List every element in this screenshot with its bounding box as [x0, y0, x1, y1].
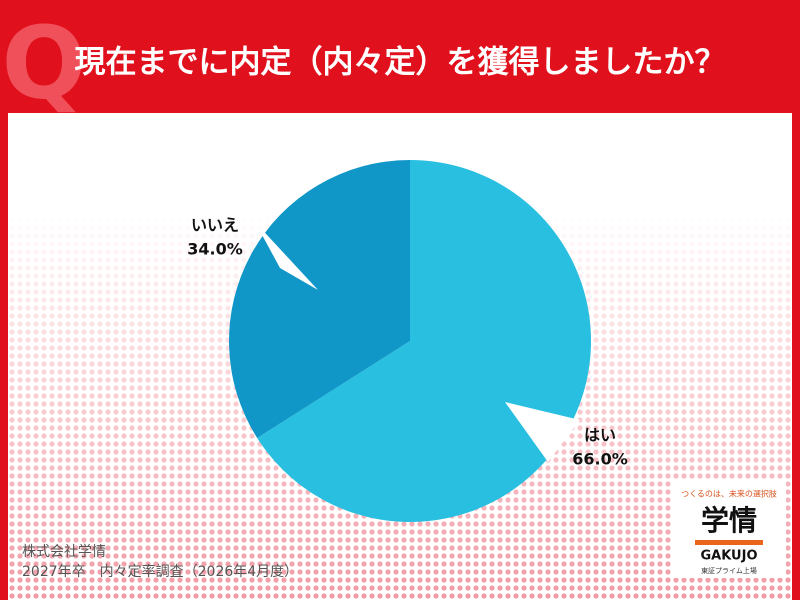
logo-tagline: つくるのは、未来の選択肢 [681, 489, 777, 499]
chart-title: 現在までに内定（内々定）を獲得しましたか？ [75, 45, 726, 81]
logo-name: 学情 [701, 504, 757, 537]
slice-label: はい [584, 426, 616, 445]
pie-slice [257, 160, 591, 522]
logo: つくるのは、未来の選択肢 学情 GAKUJO 東証プライム上場 [672, 480, 786, 578]
callout [255, 222, 318, 290]
logo-box [672, 480, 786, 578]
slice-label: いいえ [191, 216, 239, 235]
value-label: 66.0% [572, 450, 628, 469]
logo-bar [695, 540, 763, 545]
pie-slice [228, 160, 410, 438]
footer-text: 株式会社学情 [22, 544, 106, 560]
badge: Q [1, 4, 86, 121]
logo-roman: GAKUJO [700, 549, 757, 564]
footer-text: 2027年卒 内々定率調査（2026年4月度） [22, 563, 298, 580]
pie [228, 160, 591, 522]
callout [505, 402, 580, 462]
logo-note: 東証プライム上場 [701, 566, 757, 575]
value-label: 34.0% [187, 240, 243, 259]
